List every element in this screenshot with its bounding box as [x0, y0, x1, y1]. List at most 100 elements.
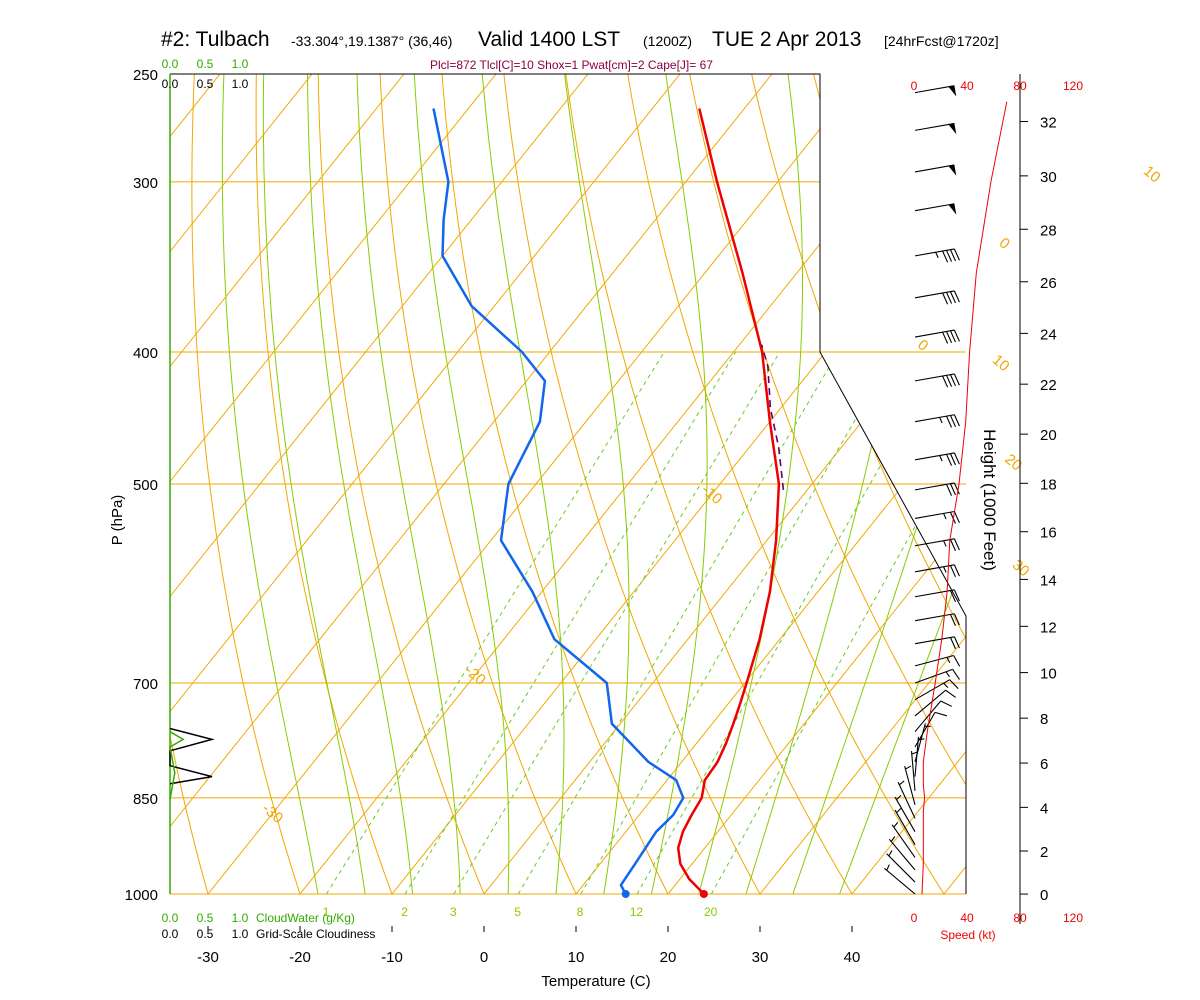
- wind-barb-feather: [946, 484, 953, 496]
- cloudiness-legend: Grid-Scale Cloudiness: [256, 927, 375, 941]
- wind-barb: [914, 452, 960, 466]
- mixing-ratio-label: 8: [577, 905, 584, 919]
- height-tick-label: 24: [1040, 326, 1057, 343]
- cloud-water-tick-bottom: 0.0: [162, 911, 179, 925]
- wind-barb-half-feather: [943, 682, 949, 689]
- wind-barb: [886, 850, 916, 883]
- mixing-ratio-line: [517, 351, 839, 894]
- height-tick-label: 20: [1040, 427, 1057, 444]
- pressure-tick-label: 300: [133, 175, 158, 192]
- wind-barb: [897, 780, 916, 819]
- moist-adiabat-line: [412, 74, 510, 894]
- wind-barb-staff: [914, 613, 955, 622]
- isotherm-label: -30: [259, 800, 287, 827]
- wind-barb-feather: [953, 290, 960, 303]
- dry-adiabat-line: [991, 50, 1200, 923]
- cloud-water-tick-top: 0.0: [162, 57, 179, 71]
- x-tick-label: 40: [844, 949, 861, 966]
- wind-barb-half-feather: [945, 671, 950, 678]
- wind-barb-feather: [953, 452, 960, 465]
- wind-barb: [891, 822, 916, 858]
- wind-barb: [914, 290, 960, 305]
- wind-barb: [914, 510, 960, 524]
- cloud-water-tick-top: 1.0: [232, 57, 249, 71]
- wind-barb: [914, 613, 960, 626]
- wind-barb-staff: [914, 414, 955, 423]
- parcel-line: [760, 344, 785, 490]
- wind-barb: [914, 373, 960, 388]
- dry-adiabat-line: [501, 74, 777, 894]
- cloud-water-legend: CloudWater (g/Kg): [256, 911, 355, 925]
- wind-barb-half-feather: [905, 765, 912, 770]
- moist-adiabat-line: [262, 74, 370, 894]
- wind-barb-staff: [914, 510, 955, 520]
- isotherm-line: [170, 74, 405, 894]
- mixing-ratio-line: [636, 351, 946, 894]
- cloudiness-tick-top: 1.0: [232, 77, 249, 91]
- wind-barb-half-feather: [943, 566, 947, 573]
- height-tick-label: 18: [1040, 476, 1057, 493]
- wind-barb: [884, 864, 916, 895]
- mixing-ratio-label: 1: [323, 905, 330, 919]
- mixing-ratio-label: 5: [514, 905, 521, 919]
- plot-border: [170, 73, 967, 894]
- temperature-line: [676, 108, 781, 895]
- wind-barb-feather: [949, 415, 956, 427]
- wind-barb: [914, 668, 960, 684]
- isobars: [170, 73, 966, 895]
- x-tick-label: 20: [660, 949, 677, 966]
- pressure-tick-label: 1000: [125, 887, 158, 904]
- wind-barb-staff: [884, 867, 916, 895]
- wind-barb-pennant: [948, 85, 957, 97]
- isotherm-label: 10: [1140, 163, 1164, 187]
- height-tick-label: 22: [1040, 377, 1057, 394]
- height-tick-label: 32: [1040, 115, 1057, 132]
- moist-adiabat-line: [644, 74, 708, 894]
- cloud-water-tick-bottom: 0.5: [197, 911, 214, 925]
- wind-barb-half-feather: [896, 794, 902, 801]
- isotherm-line: [0, 74, 128, 894]
- wind-barb-half-feather: [893, 822, 899, 828]
- height-tick-label: 26: [1040, 275, 1057, 292]
- wind-barb-staff: [914, 373, 955, 382]
- speed-tick-label-top: 40: [960, 79, 974, 93]
- wind-barb: [914, 689, 956, 717]
- wind-barb-half-feather: [888, 850, 893, 857]
- cloud-water-tick-top: 0.5: [197, 57, 214, 71]
- wind-barb: [914, 164, 957, 176]
- mixing-ratio-line: [325, 351, 665, 894]
- wind-barb-feather: [946, 454, 953, 466]
- wind-barb-feather: [946, 415, 953, 428]
- wind-barb-staff: [914, 248, 955, 257]
- surface-temperature-dot: [699, 890, 708, 898]
- height-tick-label: 16: [1040, 525, 1057, 542]
- cloudiness-tick-bottom: 0.5: [197, 927, 214, 941]
- wind-barb-feather: [946, 250, 953, 262]
- isotherm-label: 0: [996, 234, 1013, 252]
- wind-barb: [888, 836, 916, 871]
- wind-barb-feather: [940, 700, 953, 707]
- height-tick-label: 0: [1040, 887, 1048, 904]
- isotherm-label: 20: [1001, 451, 1025, 475]
- wind-barb-staff: [910, 750, 916, 791]
- wind-barb-half-feather: [886, 864, 890, 871]
- x-tick-label: 30: [752, 949, 769, 966]
- forecast-info: [24hrFcst@1720z]: [884, 33, 999, 49]
- mixing-ratio-label: 12: [630, 905, 644, 919]
- x-axis-label: Temperature (C): [541, 973, 650, 990]
- wind-barb-staff: [914, 164, 955, 173]
- speed-tick-label-top: 0: [911, 79, 918, 93]
- wind-barb: [904, 765, 916, 805]
- wind-barb-pennant: [948, 164, 957, 176]
- height-tick-label: 2: [1040, 844, 1048, 861]
- cloud-water-profile-line: [169, 731, 185, 800]
- wind-barb-feather: [953, 248, 960, 261]
- wind-barb: [914, 538, 960, 551]
- wind-barb-feather: [949, 590, 956, 603]
- sounding-indices: Plcl=872 Tlcl[C]=10 Shox=1 Pwat[cm]=2 Ca…: [430, 58, 713, 72]
- moist-adiabat-line: [479, 74, 565, 894]
- wind-barb-feather: [946, 292, 953, 304]
- pressure-tick-label: 700: [133, 676, 158, 693]
- isotherm-label: -10: [698, 481, 726, 508]
- moist-adiabat-line: [307, 74, 416, 894]
